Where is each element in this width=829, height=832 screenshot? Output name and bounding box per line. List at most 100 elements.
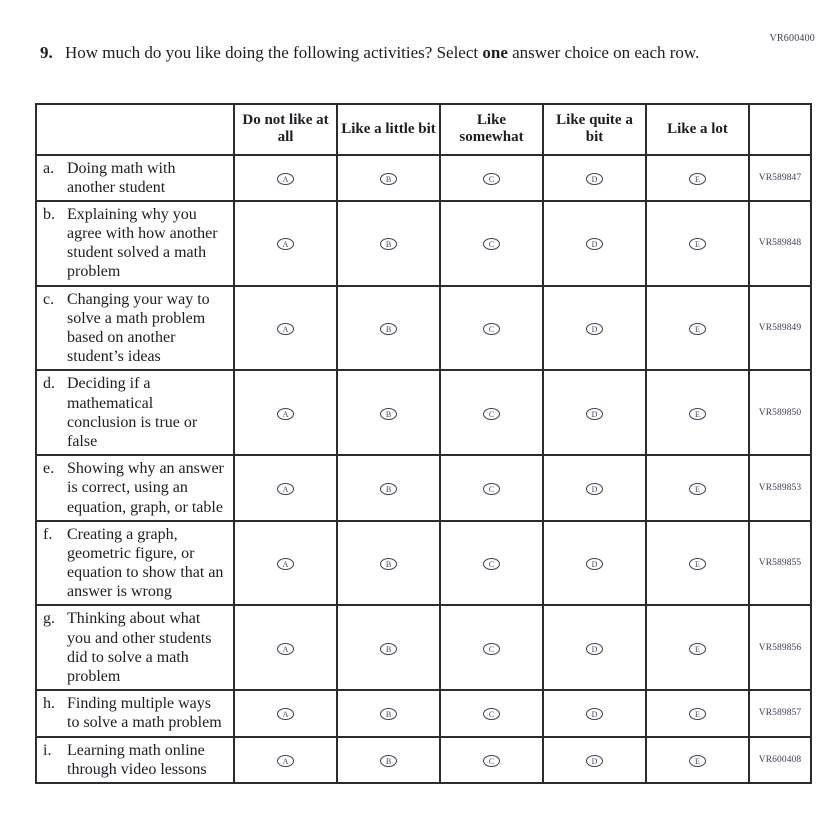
answer-bubble-a[interactable]: A	[277, 323, 294, 335]
activity-label-wrap: d. Deciding if a mathematical conclusion…	[43, 374, 225, 451]
table-row: e. Showing why an answer is correct, usi…	[35, 454, 812, 522]
row-label: Changing your way to solve a math proble…	[67, 290, 210, 366]
answer-cell: C	[439, 735, 544, 784]
answer-cell: B	[336, 284, 441, 372]
row-code: VR589847	[748, 153, 812, 202]
answer-cell: D	[542, 689, 647, 738]
answer-bubble-c[interactable]: C	[483, 323, 500, 335]
row-label: Doing math with another student	[67, 159, 176, 196]
answer-bubble-c[interactable]: C	[483, 708, 500, 721]
answer-cell: D	[542, 284, 647, 372]
answer-bubble-c[interactable]: C	[483, 642, 500, 655]
row-code: VR589857	[748, 689, 812, 738]
answer-cell: B	[336, 689, 441, 738]
answer-bubble-c[interactable]: C	[483, 482, 500, 495]
answer-bubble-d[interactable]: D	[586, 558, 603, 571]
row-label: Finding multiple ways to solve a math pr…	[67, 695, 222, 732]
answer-cell: A	[233, 369, 338, 457]
answer-bubble-e[interactable]: E	[689, 172, 706, 185]
answer-cell: D	[542, 604, 647, 692]
answer-bubble-c[interactable]: C	[483, 754, 500, 767]
header-cell-like-somewhat: Like somewhat	[439, 103, 544, 156]
answer-cell: A	[233, 454, 338, 522]
answer-bubble-d[interactable]: D	[586, 172, 603, 185]
answer-bubble-a[interactable]: A	[277, 482, 294, 495]
question-text-start: How much do you like doing the following…	[65, 43, 483, 62]
header-cell-do-not-like-at-all: Do not like at all	[233, 103, 338, 156]
answer-bubble-e[interactable]: E	[689, 642, 706, 655]
answer-bubble-a[interactable]: A	[277, 708, 294, 721]
question-text-end: answer choice on each row.	[507, 43, 700, 62]
row-letter: b.	[43, 205, 55, 223]
activity-label-cell: e. Showing why an answer is correct, usi…	[35, 454, 235, 522]
answer-bubble-e[interactable]: E	[689, 407, 706, 420]
answer-bubble-d[interactable]: D	[586, 323, 603, 335]
row-code: VR600408	[748, 735, 812, 784]
answer-bubble-b[interactable]: B	[380, 238, 397, 251]
answer-bubble-e[interactable]: E	[689, 238, 706, 251]
answer-bubble-d[interactable]: D	[586, 407, 603, 420]
answer-cell: D	[542, 735, 647, 784]
table-row: i. Learning math online through video le…	[35, 735, 812, 784]
answer-bubble-b[interactable]: B	[380, 708, 397, 721]
answer-bubble-c[interactable]: C	[483, 558, 500, 571]
activity-rating-table: Do not like at all Like a little bit Lik…	[35, 103, 812, 784]
table-row: a. Doing math with another student A B C D E…	[35, 153, 812, 202]
answer-bubble-e[interactable]: E	[689, 754, 706, 767]
row-code: VR589853	[748, 454, 812, 522]
answer-bubble-a[interactable]: A	[277, 172, 294, 185]
activity-label-cell: c. Changing your way to solve a math pro…	[35, 284, 235, 372]
header-cell-like-quite-a-bit: Like quite a bit	[542, 103, 647, 156]
answer-bubble-d[interactable]: D	[586, 238, 603, 251]
answer-cell: C	[439, 153, 544, 202]
answer-bubble-e[interactable]: E	[689, 708, 706, 721]
header-cell-like-a-lot: Like a lot	[645, 103, 750, 156]
form-code: VR600400	[769, 33, 815, 44]
answer-cell: D	[542, 454, 647, 522]
activity-label-cell: d. Deciding if a mathematical conclusion…	[35, 369, 235, 457]
answer-bubble-b[interactable]: B	[380, 558, 397, 571]
activity-label-wrap: g. Thinking about what you and other stu…	[43, 609, 225, 686]
answer-bubble-a[interactable]: A	[277, 407, 294, 420]
answer-bubble-b[interactable]: B	[380, 642, 397, 655]
activity-label-wrap: i. Learning math online through video le…	[43, 741, 225, 779]
answer-bubble-d[interactable]: D	[586, 708, 603, 721]
table-row: h. Finding multiple ways to solve a math…	[35, 689, 812, 738]
answer-bubble-e[interactable]: E	[689, 482, 706, 495]
answer-bubble-e[interactable]: E	[689, 558, 706, 571]
answer-bubble-d[interactable]: D	[586, 482, 603, 495]
row-letter: c.	[43, 290, 55, 308]
answer-bubble-b[interactable]: B	[380, 754, 397, 767]
activity-label-wrap: h. Finding multiple ways to solve a math…	[43, 694, 225, 732]
question-bold-word: one	[482, 43, 508, 62]
answer-bubble-e[interactable]: E	[689, 323, 706, 335]
answer-cell: B	[336, 369, 441, 457]
table-row: f. Creating a graph, geometric figure, o…	[35, 519, 812, 607]
activity-label-cell: h. Finding multiple ways to solve a math…	[35, 689, 235, 738]
row-letter: g.	[43, 610, 55, 628]
answer-bubble-d[interactable]: D	[586, 642, 603, 655]
answer-cell: C	[439, 284, 544, 372]
table-row: b. Explaining why you agree with how ano…	[35, 199, 812, 287]
answer-bubble-b[interactable]: B	[380, 482, 397, 495]
answer-bubble-a[interactable]: A	[277, 642, 294, 655]
answer-bubble-c[interactable]: C	[483, 172, 500, 185]
answer-bubble-b[interactable]: B	[380, 172, 397, 185]
answer-cell: C	[439, 689, 544, 738]
answer-bubble-b[interactable]: B	[380, 407, 397, 420]
answer-bubble-a[interactable]: A	[277, 754, 294, 767]
row-label: Showing why an answer is correct, using …	[67, 460, 224, 516]
answer-bubble-a[interactable]: A	[277, 238, 294, 251]
answer-bubble-c[interactable]: C	[483, 407, 500, 420]
answer-bubble-d[interactable]: D	[586, 754, 603, 767]
answer-bubble-c[interactable]: C	[483, 238, 500, 251]
table-row: g. Thinking about what you and other stu…	[35, 604, 812, 692]
answer-cell: A	[233, 604, 338, 692]
row-code: VR589856	[748, 604, 812, 692]
answer-bubble-a[interactable]: A	[277, 558, 294, 571]
answer-cell: A	[233, 153, 338, 202]
answer-cell: B	[336, 519, 441, 607]
row-label: Thinking about what you and other studen…	[67, 610, 212, 685]
question-number: 9.	[40, 43, 53, 62]
answer-bubble-b[interactable]: B	[380, 323, 397, 335]
